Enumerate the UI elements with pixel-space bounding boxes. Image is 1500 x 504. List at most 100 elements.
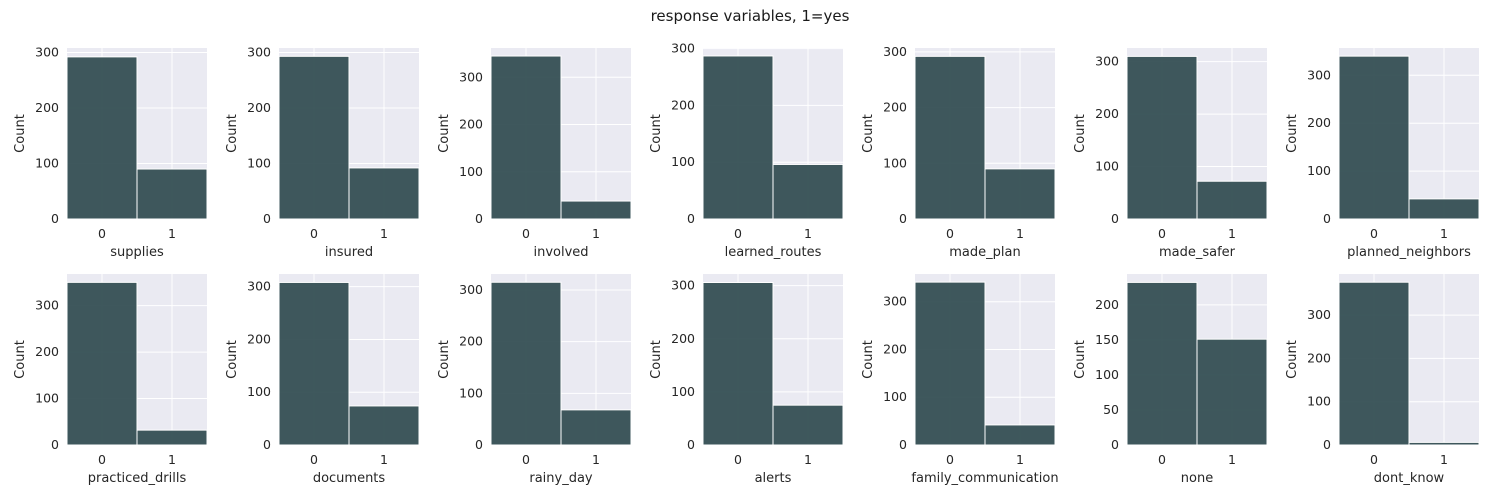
y-tick-label: 100 (671, 384, 695, 399)
y-tick-label: 300 (671, 41, 695, 56)
y-tick-label: 0 (1323, 211, 1331, 226)
y-tick-label: 0 (899, 437, 907, 452)
x-tick-label: 1 (1016, 452, 1024, 467)
y-axis-label: Count (649, 114, 664, 153)
y-tick-label: 200 (671, 97, 695, 112)
y-tick-label: 200 (35, 344, 59, 359)
bar-0 (702, 281, 774, 446)
y-tick-label: 200 (1307, 115, 1331, 130)
y-axis-label: Count (437, 114, 452, 153)
x-axis-label: learned_routes (725, 245, 822, 260)
figure-title: response variables, 1=yes (650, 7, 850, 25)
x-axis-label: rainy_day (529, 471, 593, 486)
y-tick-label: 0 (687, 211, 695, 226)
x-axis-label: involved (533, 245, 588, 260)
bar-0 (1338, 281, 1410, 446)
x-axis-label: insured (325, 245, 373, 260)
bar-1 (984, 168, 1056, 220)
y-tick-label: 100 (671, 154, 695, 169)
bar-0 (914, 55, 986, 220)
y-tick-label: 300 (35, 44, 59, 59)
x-tick-label: 1 (1228, 452, 1236, 467)
x-tick-label: 0 (1370, 226, 1378, 241)
x-axis-label: practiced_drills (88, 471, 187, 486)
y-tick-label: 0 (51, 211, 59, 226)
bar-0 (1126, 55, 1198, 220)
y-axis-label: Count (1073, 114, 1088, 153)
y-tick-label: 100 (1095, 367, 1119, 382)
chart-panel-dont_know: 0 100 200 300 0 1 dont_know Count (1285, 274, 1480, 486)
x-tick-label: 1 (592, 452, 600, 467)
chart-panel-planned_neighbors: 0 100 200 300 0 1 planned_neighbors Count (1285, 48, 1480, 260)
bar-1 (1196, 180, 1268, 220)
bar-0 (1126, 281, 1198, 446)
x-tick-label: 0 (1158, 226, 1166, 241)
y-tick-label: 200 (671, 331, 695, 346)
bar-1 (136, 168, 208, 220)
bar-1 (1196, 338, 1268, 446)
y-tick-label: 300 (1095, 54, 1119, 69)
y-tick-label: 0 (1323, 437, 1331, 452)
y-tick-label: 0 (263, 437, 271, 452)
y-axis-label: Count (861, 340, 876, 379)
x-tick-label: 1 (804, 452, 812, 467)
bar-0 (702, 55, 774, 220)
y-tick-label: 100 (247, 155, 271, 170)
x-tick-label: 0 (1158, 452, 1166, 467)
x-tick-label: 0 (98, 452, 106, 467)
x-tick-label: 1 (168, 226, 176, 241)
y-tick-label: 300 (1307, 307, 1331, 322)
y-tick-label: 100 (35, 155, 59, 170)
bar-0 (66, 56, 138, 220)
chart-panel-made_safer: 0 100 200 300 0 1 made_safer Count (1073, 48, 1268, 260)
y-tick-label: 100 (1307, 394, 1331, 409)
bar-0 (278, 281, 350, 446)
y-tick-label: 300 (35, 298, 59, 313)
x-axis-label: planned_neighbors (1347, 245, 1471, 260)
y-tick-label: 50 (1103, 402, 1119, 417)
x-tick-label: 1 (1228, 226, 1236, 241)
y-tick-label: 200 (35, 100, 59, 115)
y-tick-label: 0 (51, 437, 59, 452)
y-axis-label: Count (1073, 340, 1088, 379)
x-axis-label: none (1181, 471, 1213, 486)
x-axis-label: made_plan (949, 245, 1020, 260)
chart-panel-supplies: 0 100 200 300 0 1 supplies Count (13, 44, 208, 260)
y-tick-label: 300 (671, 278, 695, 293)
x-tick-label: 1 (804, 226, 812, 241)
y-tick-label: 100 (459, 385, 483, 400)
y-tick-label: 200 (247, 331, 271, 346)
y-tick-label: 200 (1307, 350, 1331, 365)
y-tick-label: 200 (459, 334, 483, 349)
x-axis-label: alerts (755, 471, 792, 486)
y-tick-label: 0 (475, 437, 483, 452)
x-tick-label: 1 (1016, 226, 1024, 241)
x-tick-label: 0 (1370, 452, 1378, 467)
y-tick-label: 0 (1111, 211, 1119, 226)
x-tick-label: 0 (734, 452, 742, 467)
y-axis-label: Count (861, 114, 876, 153)
bar-0 (66, 281, 138, 446)
bar-0 (1338, 55, 1410, 220)
chart-panel-insured: 0 100 200 300 0 1 insured Count (225, 44, 420, 260)
y-tick-label: 150 (1095, 332, 1119, 347)
chart-panel-learned_routes: 0 100 200 300 0 1 learned_routes Count (649, 41, 844, 260)
y-tick-label: 0 (899, 211, 907, 226)
chart-panel-family_communication: 0 100 200 300 0 1 family_communication Count (861, 274, 1059, 486)
chart-panel-made_plan: 0 100 200 300 0 1 made_plan Count (861, 44, 1056, 260)
x-axis-label: made_safer (1159, 245, 1236, 260)
bar-1 (560, 409, 632, 446)
bar-1 (1408, 441, 1480, 446)
y-tick-label: 0 (263, 211, 271, 226)
bar-1 (348, 167, 420, 220)
y-axis-label: Count (225, 114, 240, 153)
y-tick-label: 100 (459, 164, 483, 179)
chart-panel-documents: 0 100 200 300 0 1 documents Count (225, 274, 420, 486)
y-tick-label: 100 (35, 391, 59, 406)
y-tick-label: 300 (883, 44, 907, 59)
bar-1 (772, 404, 844, 446)
y-tick-label: 300 (459, 282, 483, 297)
y-tick-label: 300 (247, 279, 271, 294)
